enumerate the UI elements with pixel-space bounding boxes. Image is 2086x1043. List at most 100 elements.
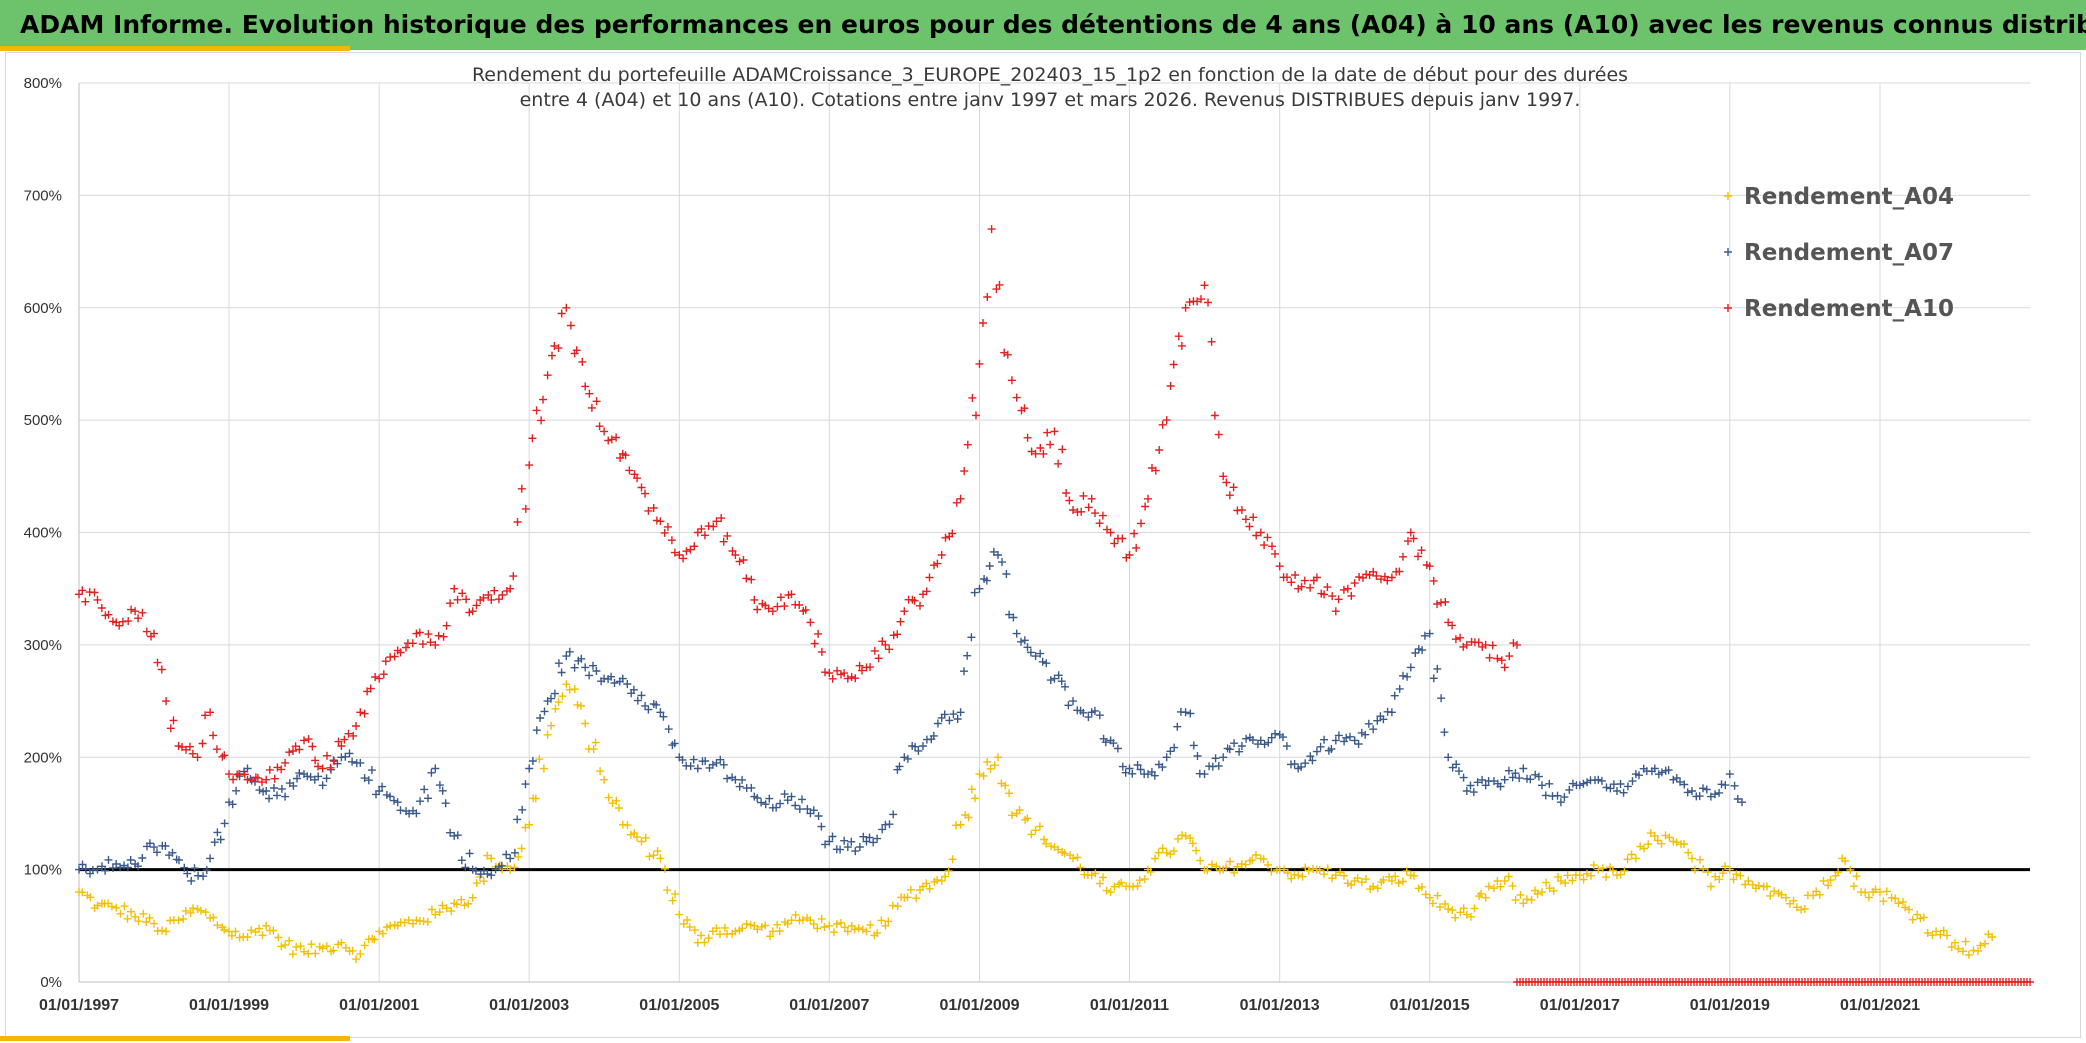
data-point: [1373, 884, 1382, 893]
data-point: [889, 810, 898, 819]
data-point: [1496, 782, 1505, 791]
data-point: [1268, 542, 1276, 551]
data-point: [731, 927, 740, 936]
data-point: [1587, 871, 1595, 880]
data-point: [1229, 483, 1238, 492]
data-point: [1154, 848, 1163, 857]
data-point: [656, 708, 665, 717]
data-point: [134, 917, 143, 926]
data-point: [337, 938, 346, 947]
data-point: [1669, 775, 1678, 784]
x-tick-label: 01/01/2017: [1540, 997, 1620, 1014]
data-point: [1699, 865, 1708, 873]
data-point: [402, 643, 410, 652]
data-point: [1616, 780, 1625, 788]
data-point: [850, 925, 859, 934]
data-point: [964, 813, 973, 822]
data-point: [379, 670, 388, 679]
data-point: [183, 869, 192, 878]
data-point: [311, 756, 320, 765]
data-point: [426, 638, 435, 647]
data-point: [461, 863, 470, 872]
data-point: [289, 781, 298, 790]
data-point: [720, 923, 729, 932]
data-point: [1166, 747, 1175, 756]
data-point: [1556, 798, 1565, 807]
data-point: [193, 753, 202, 762]
data-point: [127, 605, 136, 614]
data-point: [821, 668, 829, 677]
data-point: [985, 562, 994, 570]
data-point: [1331, 871, 1340, 880]
data-point: [134, 614, 143, 623]
data-point: [587, 403, 596, 412]
data-point: [944, 867, 953, 875]
data-point: [1891, 894, 1900, 903]
data-point: [269, 926, 278, 935]
data-point: [1538, 781, 1546, 790]
data-point: [1406, 528, 1415, 537]
y-tick-label: 0%: [40, 974, 62, 991]
data-point: [1493, 877, 1502, 885]
data-point: [873, 834, 882, 843]
data-point: [1315, 866, 1324, 874]
data-point: [1320, 735, 1329, 744]
data-point: [585, 671, 594, 680]
data-point: [1320, 590, 1329, 599]
legend-label: Rendement_A10: [1744, 296, 1954, 322]
data-point: [1064, 701, 1073, 710]
data-point: [1084, 503, 1093, 512]
data-point: [866, 663, 875, 672]
data-point: [487, 595, 496, 604]
data-point: [1212, 862, 1221, 871]
data-point: [604, 793, 613, 802]
data-point: [679, 554, 688, 563]
data-point: [1031, 652, 1040, 661]
data-point: [1283, 868, 1292, 877]
data-point: [1084, 713, 1093, 722]
data-point: [551, 704, 560, 713]
title-banner: ADAM Informe. Evolution historique des p…: [0, 0, 2086, 50]
data-point: [458, 589, 467, 598]
data-point: [341, 943, 350, 952]
data-point: [375, 787, 384, 795]
data-point: [441, 799, 450, 808]
data-point: [689, 755, 698, 764]
data-point: [1364, 719, 1373, 728]
data-point: [922, 879, 931, 888]
data-point: [686, 762, 695, 771]
data-point: [243, 775, 252, 784]
data-point: [1504, 872, 1513, 881]
data-point: [554, 659, 563, 668]
data-point: [153, 658, 162, 667]
data-point: [206, 854, 215, 863]
data-point: [975, 770, 984, 779]
data-point: [1608, 866, 1617, 875]
data-point: [1919, 913, 1928, 922]
data-point: [258, 778, 266, 787]
data-point: [465, 608, 474, 617]
data-point: [670, 548, 679, 557]
data-point: [1298, 872, 1307, 881]
data-point: [78, 888, 87, 897]
data-point: [277, 942, 286, 951]
series-rendement-a07: [75, 547, 1746, 885]
data-point: [1379, 875, 1388, 884]
data-point: [124, 617, 133, 626]
data-point: [196, 906, 205, 915]
data-point: [409, 919, 417, 928]
data-point: [953, 715, 962, 723]
data-point: [1861, 888, 1870, 897]
data-point: [865, 833, 874, 842]
data-point: [750, 595, 759, 604]
data-point: [738, 924, 747, 933]
data-point: [1815, 890, 1824, 899]
y-tick-label: 400%: [24, 525, 62, 542]
data-point: [1087, 494, 1096, 503]
data-point: [452, 900, 461, 909]
data-point: [1954, 944, 1963, 953]
data-point: [525, 820, 534, 829]
data-point: [1598, 864, 1607, 873]
data-point: [637, 691, 646, 700]
x-tick-label: 01/01/1999: [189, 997, 269, 1014]
